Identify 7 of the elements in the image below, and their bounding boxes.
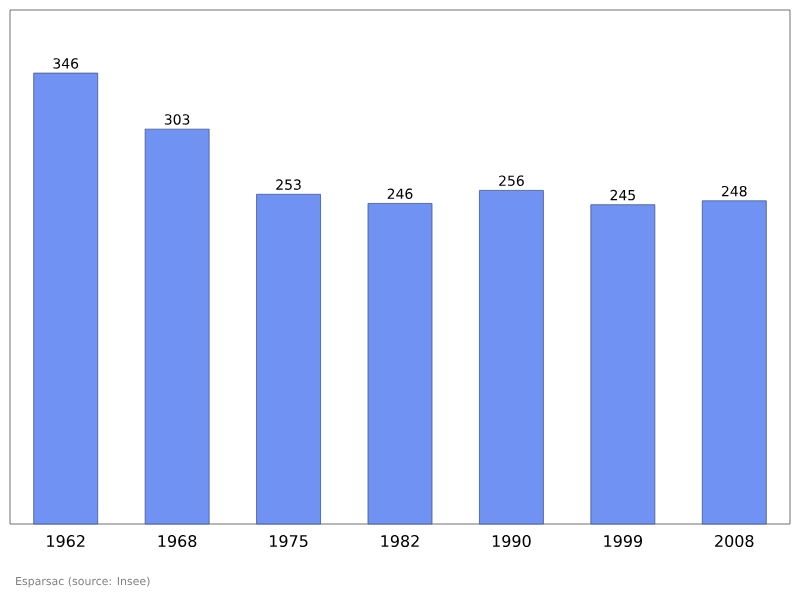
bar — [33, 72, 99, 525]
bar — [701, 200, 767, 525]
bar — [479, 190, 544, 525]
bar — [144, 128, 210, 525]
bar — [256, 193, 321, 525]
bar — [367, 203, 433, 525]
bar — [590, 204, 656, 525]
